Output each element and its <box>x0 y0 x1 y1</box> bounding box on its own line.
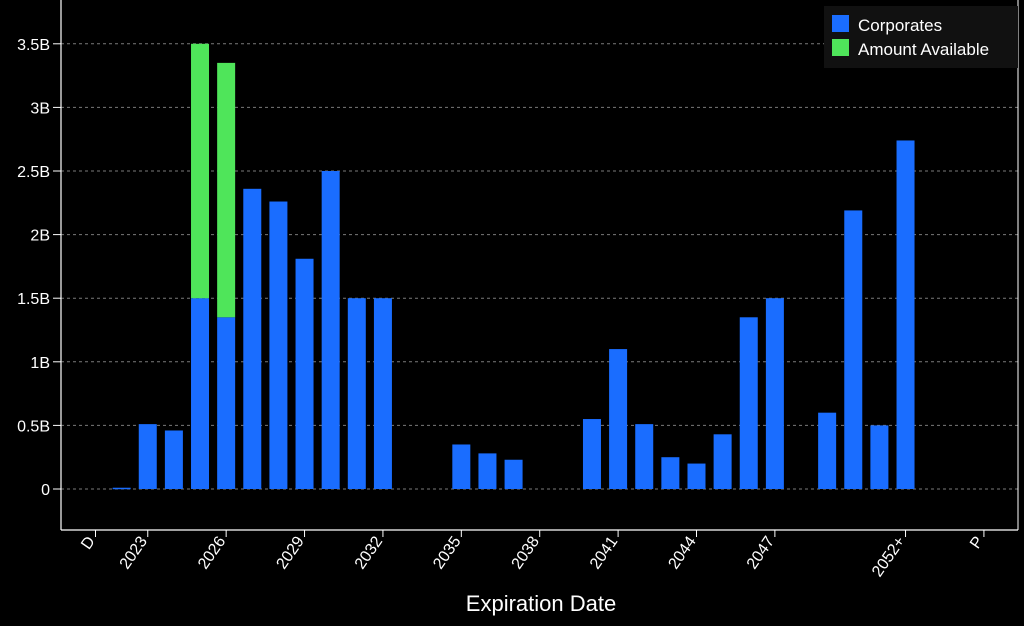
bar-corporates-24 <box>713 434 732 489</box>
bar-corporates-23 <box>687 463 706 489</box>
y-tick-label-7: 3.5B <box>17 37 50 54</box>
bar-corporates-8 <box>295 258 314 489</box>
legend-box <box>824 6 1018 68</box>
bar-corporates-22 <box>661 457 680 489</box>
bars <box>112 43 915 490</box>
bar-corporates-29 <box>844 210 863 489</box>
bar-corporates-11 <box>373 298 392 489</box>
y-tick-label-1: 0.5B <box>17 418 50 435</box>
legend-swatch-amount-available <box>832 39 849 56</box>
bar-corporates-14 <box>452 444 471 489</box>
y-tick-label-3: 1.5B <box>17 291 50 308</box>
legend-label-corporates: Corporates <box>858 16 942 35</box>
bar-corporates-4 <box>191 298 210 489</box>
bar-corporates-30 <box>870 425 889 489</box>
y-tick-label-5: 2.5B <box>17 164 50 181</box>
y-tick-label-2: 1B <box>30 355 50 372</box>
y-tick-label-6: 3B <box>30 100 50 117</box>
bar-corporates-15 <box>478 453 497 489</box>
bar-corporates-26 <box>765 298 784 489</box>
bar-corporates-3 <box>164 430 183 489</box>
bar-corporates-20 <box>609 349 628 489</box>
y-tick-label-4: 2B <box>30 228 50 245</box>
bar-amount-available-4 <box>191 43 210 299</box>
legend-swatch-corporates <box>832 15 849 32</box>
bar-corporates-21 <box>635 424 654 489</box>
bar-corporates-9 <box>321 171 340 489</box>
bar-corporates-28 <box>818 412 837 489</box>
bar-corporates-2 <box>138 424 157 489</box>
legend: Corporates Amount Available <box>824 6 1018 68</box>
bar-amount-available-5 <box>217 62 236 318</box>
bar-corporates-1 <box>112 487 131 490</box>
bar-corporates-25 <box>739 317 758 489</box>
bar-corporates-31 <box>896 140 915 490</box>
bar-corporates-16 <box>504 459 523 489</box>
x-axis-title: Expiration Date <box>466 591 616 616</box>
bar-corporates-6 <box>243 188 262 490</box>
legend-label-amount-available: Amount Available <box>858 40 989 59</box>
y-tick-label-0: 0 <box>41 482 50 499</box>
bar-corporates-5 <box>217 317 236 489</box>
bar-corporates-7 <box>269 201 288 489</box>
bar-corporates-19 <box>582 419 601 489</box>
bar-corporates-10 <box>347 298 366 489</box>
